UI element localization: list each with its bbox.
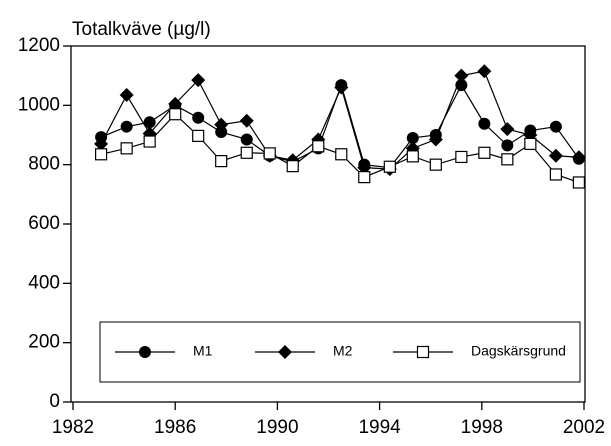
marker <box>549 120 562 133</box>
marker <box>286 160 299 173</box>
marker <box>501 153 514 166</box>
marker <box>572 176 585 189</box>
y-tick-label: 400 <box>28 272 60 293</box>
marker <box>143 116 156 129</box>
marker <box>478 146 491 159</box>
x-tick-label: 1982 <box>52 417 94 438</box>
y-tick-label: 600 <box>28 213 60 234</box>
marker <box>120 120 133 133</box>
y-tick-label: 1000 <box>18 94 60 115</box>
legend-marker <box>278 345 292 359</box>
marker <box>406 150 419 163</box>
x-tick-label: 2002 <box>563 417 605 438</box>
marker <box>335 148 348 161</box>
marker <box>94 136 109 151</box>
legend-label: M2 <box>333 343 353 359</box>
marker <box>383 160 396 173</box>
marker <box>95 148 108 161</box>
marker <box>169 108 182 121</box>
marker <box>406 131 419 144</box>
marker <box>455 150 468 164</box>
marker <box>478 117 491 130</box>
marker <box>571 150 586 165</box>
marker <box>548 148 563 163</box>
marker <box>428 132 443 147</box>
marker <box>191 73 206 88</box>
marker <box>168 96 183 111</box>
marker <box>429 158 442 171</box>
marker <box>240 146 253 159</box>
marker <box>239 113 254 128</box>
marker <box>215 155 228 168</box>
marker <box>501 139 514 152</box>
marker <box>358 171 371 184</box>
marker <box>454 68 469 83</box>
y-tick-label: 1200 <box>18 35 60 56</box>
marker <box>477 64 492 79</box>
legend-label: Dagskärsgrund <box>471 343 566 359</box>
marker <box>549 168 562 181</box>
marker <box>120 142 133 155</box>
marker <box>119 87 134 102</box>
marker <box>500 122 515 137</box>
marker <box>192 129 205 142</box>
legend-label: M1 <box>193 343 213 359</box>
x-tick-label: 1986 <box>154 417 196 438</box>
marker <box>263 147 276 160</box>
chart-title: Totalkväve (µg/l) <box>72 19 211 40</box>
marker <box>312 140 325 153</box>
x-tick-label: 1994 <box>358 417 401 438</box>
marker <box>215 126 228 139</box>
marker <box>143 135 156 148</box>
marker <box>214 117 229 132</box>
marker <box>524 137 537 150</box>
y-tick-label: 800 <box>28 154 60 175</box>
y-tick-label: 200 <box>28 332 60 353</box>
marker <box>240 133 253 146</box>
legend-marker <box>416 345 430 359</box>
x-tick-label: 1998 <box>461 417 503 438</box>
marker <box>192 111 205 124</box>
marker <box>455 79 468 92</box>
legend-box <box>99 321 581 383</box>
y-tick-label: 0 <box>49 391 60 412</box>
marker <box>334 80 349 95</box>
legend-marker <box>139 346 151 358</box>
x-tick-label: 1990 <box>256 417 298 438</box>
